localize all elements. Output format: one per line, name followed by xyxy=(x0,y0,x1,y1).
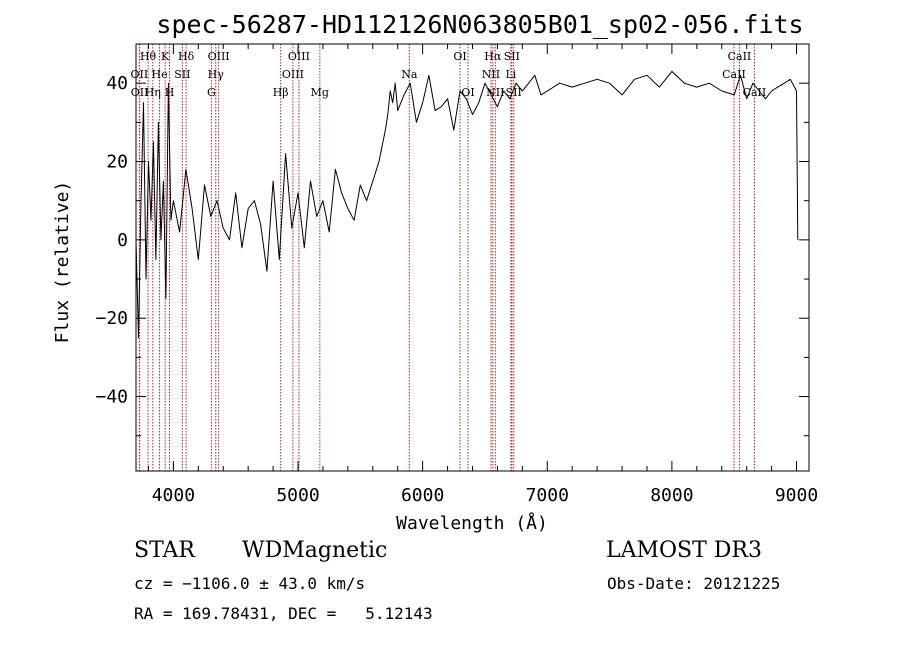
x-axis: 4000 5000 6000 7000 8000 9000 xyxy=(147,44,818,506)
line-marker-label: Mg xyxy=(311,86,329,99)
x-axis-label: Wavelength (Å) xyxy=(396,512,548,534)
line-marker-label: Hθ xyxy=(140,50,157,63)
y-tick-label: −40 xyxy=(95,387,128,408)
y-axis-label: Flux (relative) xyxy=(52,181,73,344)
line-marker-label: CaII xyxy=(728,50,752,63)
line-marker-label: SII xyxy=(506,86,522,99)
radec-text: RA = 169.78431, DEC = 5.12143 xyxy=(134,604,433,623)
obs-date-text: Obs-Date: 20121225 xyxy=(607,574,781,593)
line-marker-label: OI xyxy=(453,50,466,63)
y-tick-label: 0 xyxy=(117,230,128,251)
y-tick-label: −20 xyxy=(95,308,128,329)
plot-frame xyxy=(135,43,810,472)
cz-text: cz = −1106.0 ± 43.0 km/s xyxy=(134,574,366,593)
survey-label: LAMOST DR3 xyxy=(606,538,762,563)
x-tick-label: 7000 xyxy=(526,485,569,506)
line-marker-label: SII xyxy=(504,50,520,63)
x-tick-label: 5000 xyxy=(276,485,319,506)
line-marker-label: OI xyxy=(461,86,474,99)
line-marker-label: Hγ xyxy=(208,68,225,81)
y-tick-label: 20 xyxy=(106,152,128,173)
x-tick-label: 8000 xyxy=(650,485,693,506)
line-marker-label: OII xyxy=(131,86,149,99)
line-marker-label: Hη xyxy=(145,86,161,99)
line-marker-label: SII xyxy=(174,68,190,81)
line-marker-label: NII xyxy=(482,68,500,81)
class-label: STAR xyxy=(134,538,195,563)
x-tick-label: 6000 xyxy=(401,485,444,506)
x-tick-label: 9000 xyxy=(775,485,818,506)
line-marker-label: G xyxy=(207,86,216,99)
line-marker-label: Hα xyxy=(484,50,502,63)
y-axis: −40 −20 0 20 40 xyxy=(95,73,809,437)
line-marker-label: OII xyxy=(131,68,149,81)
line-markers xyxy=(138,44,755,471)
line-marker-label: H xyxy=(165,86,175,99)
line-marker-label: OIII xyxy=(208,50,230,63)
line-marker-label: CaII xyxy=(722,68,746,81)
line-marker-label: He xyxy=(152,68,168,81)
line-marker-label: Hδ xyxy=(178,50,195,63)
x-tick-label: 4000 xyxy=(152,485,195,506)
line-marker-label: CaII xyxy=(743,86,767,99)
chart-title: spec-56287-HD112126N063805B01_sp02-056.f… xyxy=(156,10,804,39)
spectrum-series xyxy=(135,70,799,339)
spectrum-line xyxy=(135,70,799,339)
line-marker-label: K xyxy=(161,50,170,63)
subclass-label: WDMagnetic xyxy=(242,538,388,563)
line-marker-label: Na xyxy=(401,68,418,81)
line-marker-label: Hβ xyxy=(273,86,289,99)
line-marker-label: OIII xyxy=(288,50,310,63)
line-marker-label: NII xyxy=(486,86,504,99)
line-marker-label: OIII xyxy=(282,68,304,81)
y-tick-label: 40 xyxy=(106,73,128,94)
line-marker-label: Li xyxy=(505,68,516,81)
